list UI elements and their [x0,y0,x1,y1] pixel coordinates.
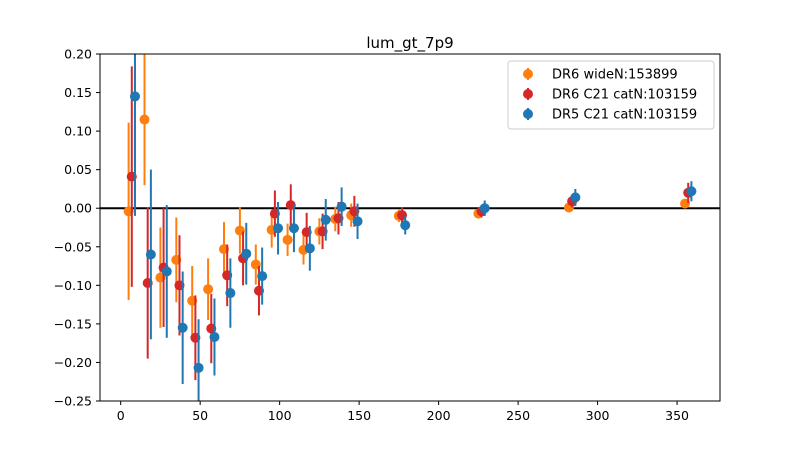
x-tick-label: 350 [665,408,689,423]
data-point [273,223,284,234]
data-point [288,223,299,234]
y-tick-label: 0.00 [64,201,92,216]
y-tick-label: −0.15 [54,316,92,331]
data-point [129,91,140,102]
data-point [686,186,697,197]
data-point [241,248,252,259]
data-point [304,243,315,254]
data-point [139,114,150,125]
data-point [282,234,293,245]
data-point [479,203,490,214]
x-tick-label: 300 [586,408,610,423]
data-point [320,214,331,225]
y-tick-label: 0.15 [64,85,92,100]
legend: DR6 wideN:153899 DR6 C21 catN:103159 DR5 C… [507,60,715,130]
data-point [177,322,188,333]
x-tick-label: 250 [506,408,530,423]
data-point [193,362,204,373]
data-point [161,266,172,277]
x-tick-label: 0 [117,408,125,423]
data-point [352,216,363,227]
x-tick-label: 50 [192,408,208,423]
data-point [145,249,156,260]
y-tick-label: 0.20 [64,47,92,62]
y-tick-label: −0.05 [54,239,92,254]
legend-marker [523,109,533,119]
data-point [570,192,581,203]
y-tick-label: 0.05 [64,162,92,177]
y-tick-label: 0.10 [64,124,92,139]
legend-label: DR6 wideN:153899 [552,68,678,83]
data-point [336,201,347,212]
x-axis: 0 50 100 150 200 250 300 350 [117,401,689,423]
legend-box [507,60,715,130]
data-point [203,284,214,295]
y-axis: −0.25 −0.20 −0.15 −0.10 −0.05 0.00 0.05 0.10 0.1… [54,47,100,409]
legend-label: DR5 C21 catN:103159 [552,108,697,123]
legend-marker [523,69,533,79]
y-tick-label: −0.20 [54,355,92,370]
x-tick-label: 150 [347,408,371,423]
x-tick-label: 200 [427,408,451,423]
plot-frame [99,53,721,402]
data-point [257,271,268,282]
legend-label: DR6 C21 catN:103159 [552,88,697,103]
data-point [225,288,236,299]
chart-title: lum_gt_7p9 [366,34,453,53]
data-point [400,220,411,231]
plot-area [123,54,697,401]
y-tick-label: −0.10 [54,278,92,293]
legend-marker [523,89,533,99]
data-point [209,331,220,342]
series-3 [129,54,697,401]
x-tick-label: 100 [268,408,292,423]
y-tick-label: −0.25 [54,394,92,409]
